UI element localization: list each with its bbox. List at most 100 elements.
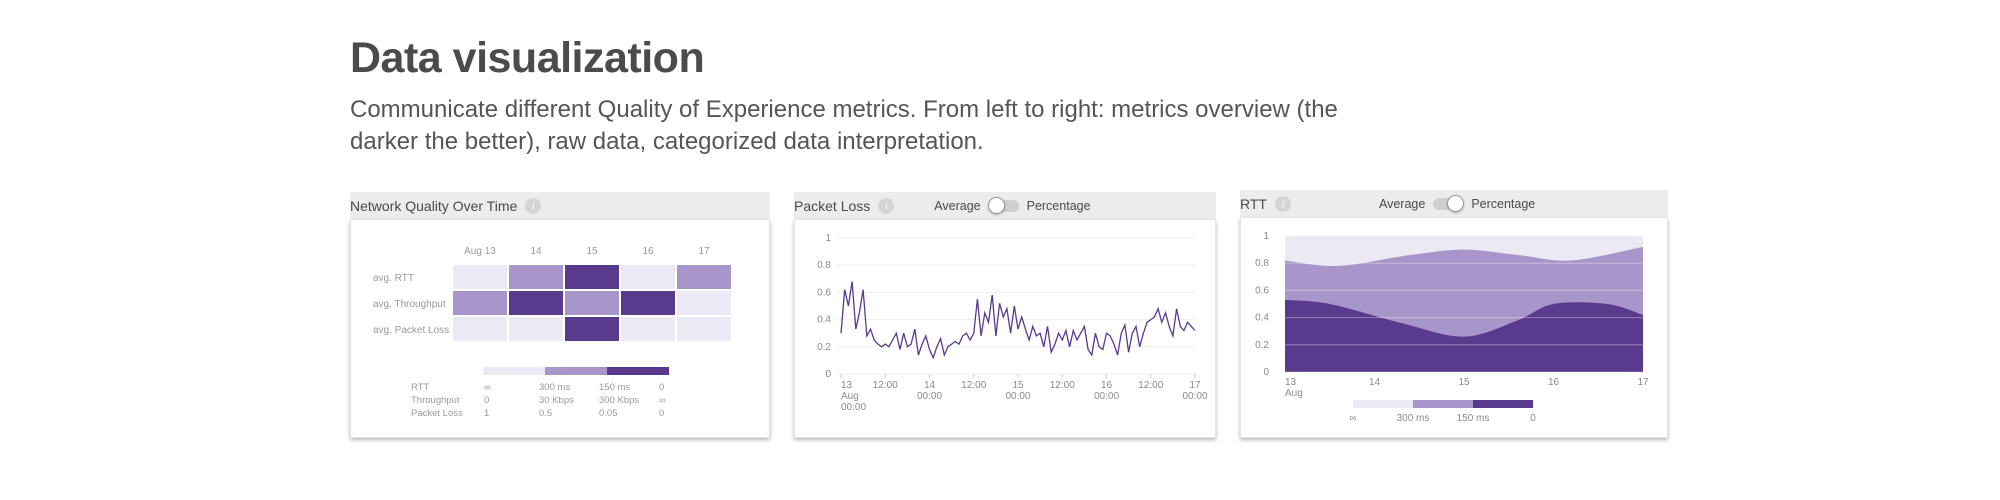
y-tick-label: 0.6: [817, 287, 831, 298]
x-tick-label: 12:00: [1050, 380, 1075, 391]
legend-swatch: [545, 367, 607, 375]
y-tick-label: 0.4: [817, 315, 831, 326]
heatmap-cell: [677, 317, 731, 341]
x-tick-label: 12:00: [1138, 380, 1163, 391]
info-icon[interactable]: i: [1274, 196, 1291, 212]
heatmap-cell: [509, 265, 563, 289]
info-icon[interactable]: i: [525, 198, 542, 214]
heatmap-column-label: 15: [586, 246, 598, 257]
card-header: Packet Loss i Average Percentage: [794, 192, 1216, 220]
legend-value: 0: [659, 408, 664, 419]
packet-loss-series-line: [840, 281, 1196, 360]
x-tick-label: 15: [1458, 377, 1470, 388]
x-tick-label: 12:00: [961, 380, 986, 391]
x-tick-label: 13: [841, 380, 853, 391]
x-tick-label: 00:00: [917, 391, 942, 402]
x-tick-label: Aug: [1285, 388, 1303, 399]
legend-swatch: [607, 367, 669, 375]
heatmap-row-label: avg. RTT: [373, 273, 414, 284]
x-tick-label: 14: [924, 380, 936, 391]
legend-value: ∞: [1349, 413, 1356, 424]
heatmap-cell: [453, 291, 507, 315]
legend-value: 150 ms: [1457, 413, 1490, 424]
heatmap-cell: [509, 317, 563, 341]
heatmap-cell: [621, 291, 675, 315]
legend-value: 0: [1530, 413, 1536, 424]
legend-swatch: [1353, 400, 1413, 408]
toggle-label-percentage: Percentage: [1471, 197, 1536, 211]
info-icon[interactable]: i: [878, 198, 895, 214]
heatmap-cell: [453, 317, 507, 341]
x-tick-label: 17: [1189, 380, 1201, 391]
x-tick-label: 00:00: [1094, 391, 1119, 402]
toggle-label-average: Average: [934, 199, 981, 213]
heatmap-row-label: avg. Throughput: [373, 299, 446, 310]
card-title: RTT: [1240, 196, 1267, 212]
card-title: Network Quality Over Time: [350, 198, 518, 214]
legend-value: 30 Kbps: [539, 395, 574, 406]
legend-value: 300 Kbps: [599, 395, 639, 406]
y-tick-label: 0.6: [1255, 285, 1269, 296]
legend-value: 150 ms: [599, 382, 630, 393]
card-body: 0 0.2 0.4 0.6 0.8 1 13 Aug 14 15 16 17 ∞ 300 ms 150 ms…: [1240, 218, 1668, 438]
y-tick-label: 0.8: [817, 260, 831, 271]
heatmap-cell: [565, 265, 619, 289]
x-tick-label: 00:00: [1182, 391, 1207, 402]
x-tick-label: Aug: [841, 391, 859, 402]
legend-value: 1: [484, 408, 489, 419]
toggle-label-average: Average: [1378, 197, 1426, 211]
heatmap-row-label: avg. Packet Loss: [373, 325, 449, 336]
x-tick-label: 16: [1101, 380, 1113, 391]
x-tick-label: 00:00: [1005, 391, 1030, 402]
legend-value: 0: [484, 395, 489, 406]
y-tick-label: 0: [1263, 367, 1269, 378]
toggle-label-percentage: Percentage: [1026, 199, 1091, 213]
average-percentage-toggle[interactable]: [987, 197, 1019, 214]
average-percentage-toggle[interactable]: [1433, 195, 1465, 212]
legend-swatch: [483, 367, 545, 375]
network-quality-card: Network Quality Over Time i Aug 13 14 15 16…: [350, 192, 770, 438]
legend-value: ∞: [659, 395, 666, 406]
x-tick-label: 16: [1548, 377, 1560, 388]
y-tick-label: 0.2: [817, 342, 831, 353]
heatmap-cell: [621, 317, 675, 341]
heatmap-cell: [453, 265, 507, 289]
x-tick-label: 14: [1369, 377, 1381, 388]
card-body: Aug 13 14 15 16 17 avg. RTT avg. Throughput avg…: [350, 220, 770, 438]
x-tick-label: 15: [1012, 380, 1024, 391]
heatmap-column-label: 14: [530, 246, 542, 257]
y-tick-label: 0: [825, 369, 831, 380]
rtt-area-level-2: [1285, 299, 1643, 372]
card-title: Packet Loss: [794, 198, 871, 214]
heatmap-cell: [677, 265, 731, 289]
heatmap-column-label: 17: [698, 246, 710, 257]
page-subtitle: Communicate different Quality of Experie…: [350, 96, 1338, 155]
card-header: Network Quality Over Time i: [350, 192, 770, 220]
x-tick-label: 13: [1285, 377, 1297, 388]
legend-row-label: RTT: [411, 382, 429, 393]
rtt-card: RTT i Average Percentage 0 0.2 0.4 0.6 0.8 1 1…: [1240, 190, 1668, 438]
heatmap-chart: Aug 13 14 15 16 17 avg. RTT avg. Throughput avg…: [373, 246, 731, 419]
heatmap-cell: [565, 317, 619, 341]
legend-value: 0.5: [539, 408, 552, 419]
heatmap-cell: [621, 265, 675, 289]
card-body: 0 0.2 0.4 0.6 0.8 1 13 Aug 00:00 12:00 14 00:00 12:0…: [794, 220, 1216, 438]
legend-value: 300 ms: [1397, 413, 1430, 424]
average-percentage-toggle-group: Average Percentage: [1378, 195, 1536, 212]
page-title: Data visualization: [350, 34, 705, 82]
toggle-knob[interactable]: [1447, 195, 1465, 212]
y-tick-label: 1: [825, 233, 831, 244]
x-tick-label: 00:00: [841, 402, 866, 413]
y-tick-label: 1: [1263, 231, 1269, 242]
legend-row-label: Throughput: [411, 395, 460, 406]
heatmap-column-label: 16: [642, 246, 654, 257]
heatmap-cell: [677, 291, 731, 315]
y-tick-label: 0.8: [1255, 258, 1269, 269]
legend-value: 300 ms: [539, 382, 570, 393]
average-percentage-toggle-group: Average Percentage: [934, 197, 1091, 214]
toggle-knob[interactable]: [987, 197, 1005, 214]
heatmap-cell: [509, 291, 563, 315]
legend-value: 0.05: [599, 408, 618, 419]
legend-swatch: [1413, 400, 1473, 408]
